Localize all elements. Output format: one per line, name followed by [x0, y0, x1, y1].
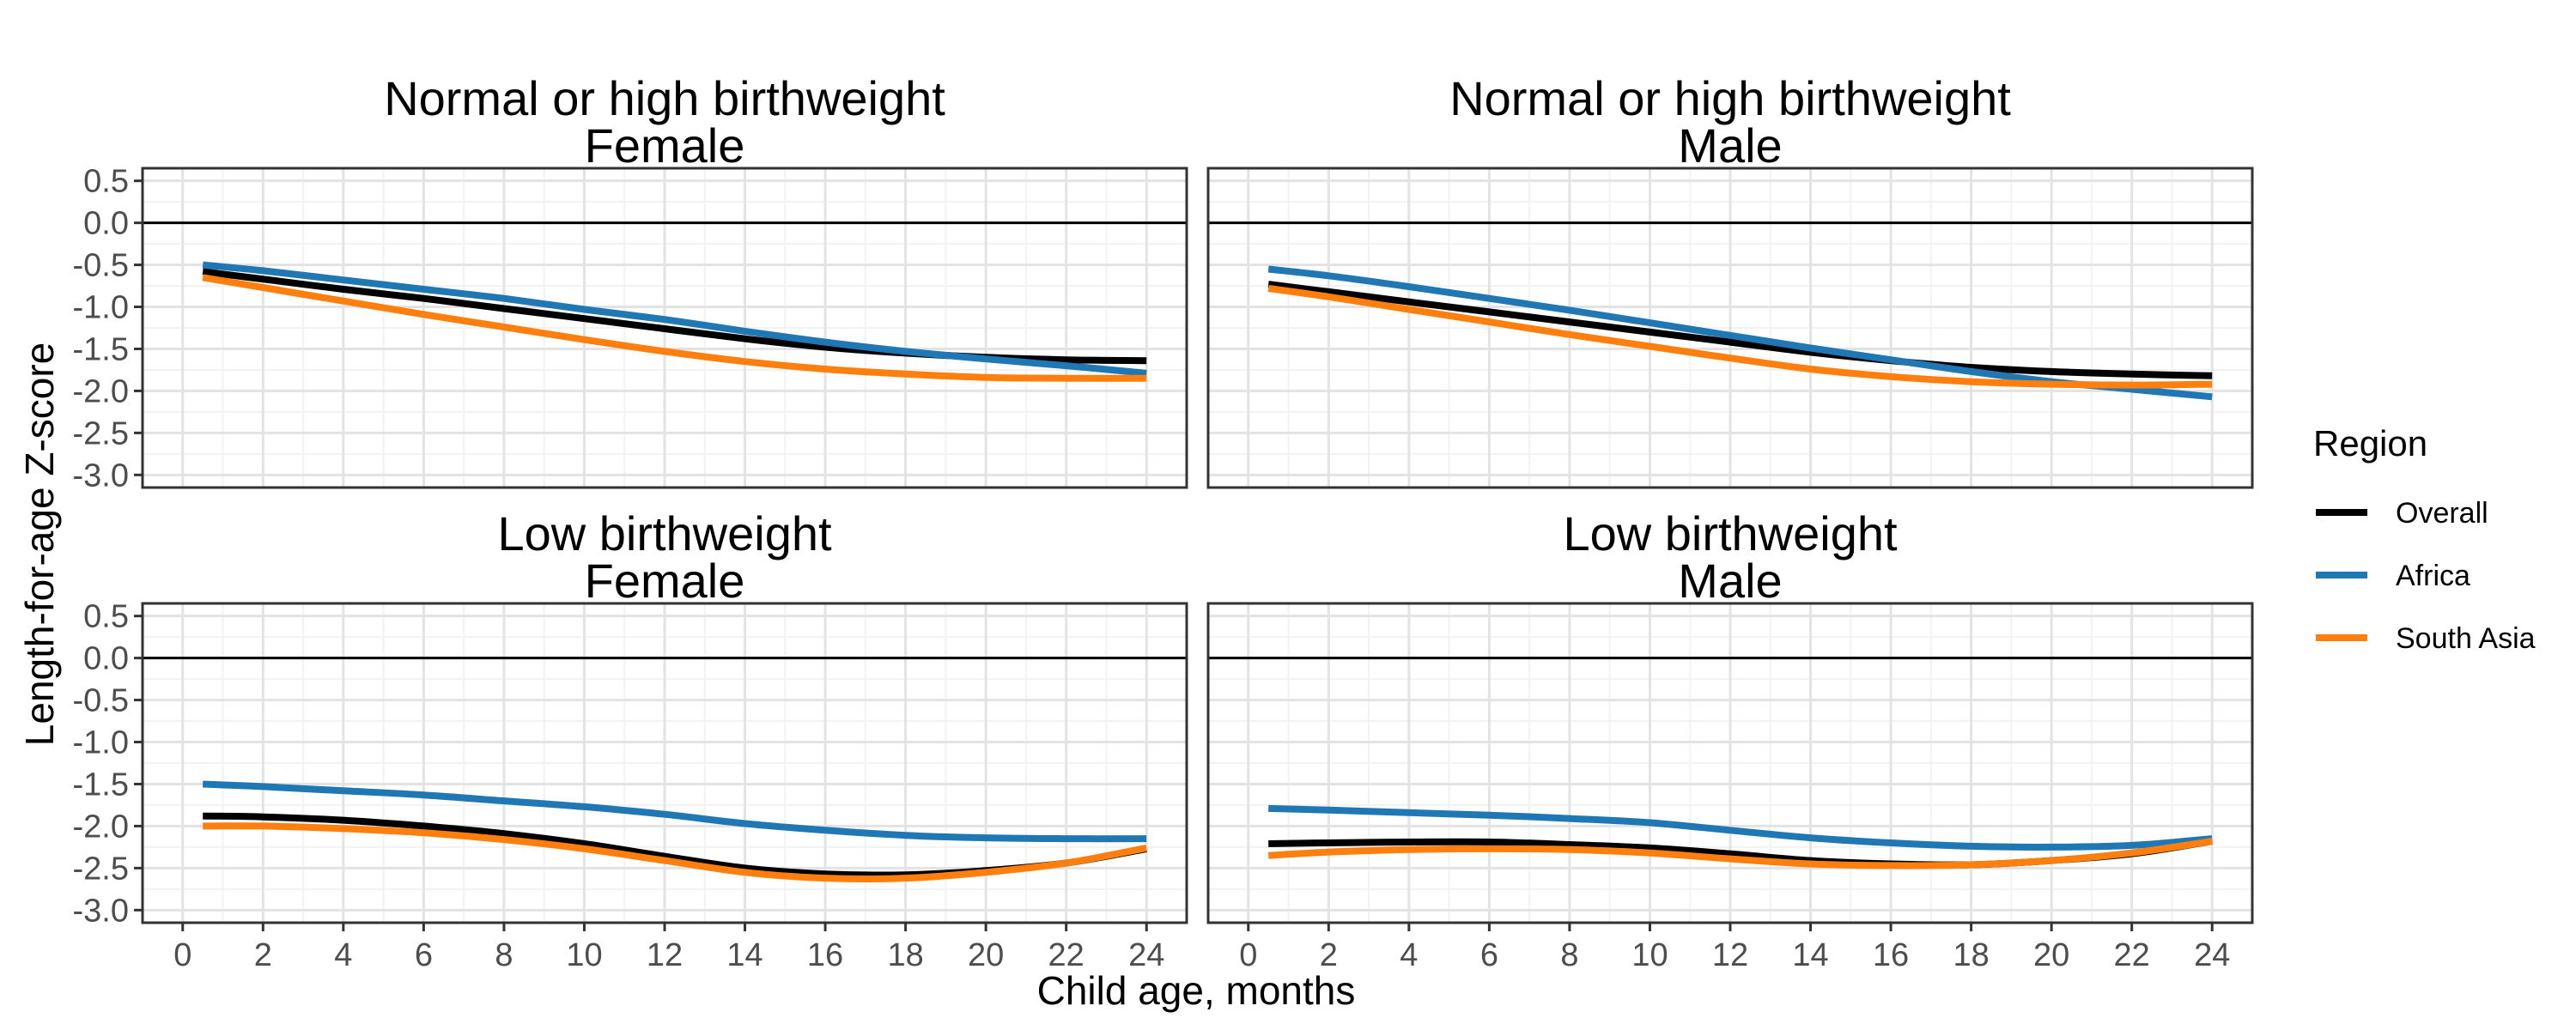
y-tick-label: 0.0	[83, 206, 129, 242]
x-tick-label: 22	[1048, 937, 1084, 973]
y-tick-label: -2.0	[73, 373, 129, 409]
y-tick-label: 0.5	[83, 599, 129, 635]
panel-title-line2: Male	[1678, 118, 1782, 173]
x-tick-label: 18	[887, 937, 923, 973]
x-tick-label: 12	[647, 937, 683, 973]
series-line-africa	[203, 780, 1147, 843]
y-tick-label: 0.5	[83, 164, 129, 200]
panel-title-line2: Female	[585, 554, 745, 608]
series-line-south-asia	[1267, 838, 2213, 869]
x-tick-label: 0	[173, 937, 191, 973]
x-tick-label: 24	[1128, 937, 1164, 973]
x-tick-label: 8	[495, 937, 513, 973]
x-tick-label: 4	[1400, 937, 1418, 973]
x-tick-label: 10	[566, 937, 602, 973]
legend-label-africa: Africa	[2396, 560, 2470, 592]
panel-title-line1: Normal or high birthweight	[384, 71, 945, 125]
x-tick-label: 24	[2194, 937, 2230, 973]
y-tick-label: -3.0	[73, 893, 129, 929]
x-tick-label: 4	[334, 937, 352, 973]
panel-title-line2: Male	[1678, 554, 1782, 608]
x-tick-label: 20	[968, 937, 1004, 973]
y-tick-label: -1.0	[73, 290, 129, 326]
x-tick-label: 2	[254, 937, 272, 973]
x-tick-label: 14	[726, 937, 762, 973]
x-tick-label: 10	[1631, 937, 1668, 973]
y-tick-label: -1.0	[73, 725, 129, 761]
legend: Region Overall Africa South Asia	[2313, 423, 2536, 655]
x-tick-label: 2	[1320, 937, 1338, 973]
x-tick-label: 16	[807, 937, 843, 973]
panel-border	[141, 167, 1188, 489]
y-axis-title: Length-for-age Z-score	[17, 342, 62, 746]
panel-title-line1: Low birthweight	[497, 506, 832, 560]
y-tick-label: -1.5	[73, 331, 129, 367]
y-tick-label: -3.0	[73, 457, 129, 494]
x-tick-label: 18	[1953, 937, 1989, 973]
legend-label-overall: Overall	[2396, 497, 2488, 530]
series-line-south-asia	[202, 274, 1147, 382]
x-axis-title: Child age, months	[1037, 968, 1356, 1013]
x-tick-label: 12	[1712, 937, 1748, 973]
x-tick-label: 16	[1873, 937, 1909, 973]
y-tick-label: -2.0	[73, 809, 129, 845]
y-tick-label: -0.5	[73, 683, 129, 719]
x-tick-label: 20	[2033, 937, 2069, 973]
panel-title-line2: Female	[585, 118, 745, 173]
y-tick-label: 0.0	[83, 641, 129, 677]
x-tick-label: 6	[415, 937, 433, 973]
series-line-africa	[1268, 804, 2213, 851]
panel-border	[1206, 167, 2254, 489]
x-tick-label: 8	[1560, 937, 1578, 973]
x-tick-label: 0	[1239, 937, 1257, 973]
y-tick-label: -2.5	[73, 851, 129, 887]
legend-label-south-asia: South Asia	[2396, 622, 2536, 655]
series-line-africa	[202, 261, 1147, 377]
x-tick-label: 22	[2114, 937, 2150, 973]
y-tick-label: -2.5	[73, 415, 129, 451]
panel-title-line1: Normal or high birthweight	[1449, 71, 2011, 125]
y-tick-label: -1.5	[73, 766, 129, 803]
series-line-overall	[1267, 281, 2213, 379]
legend-title: Region	[2313, 423, 2427, 464]
series-line-south-asia	[1267, 285, 2213, 389]
y-tick-label: -0.5	[73, 248, 129, 284]
x-tick-label: 14	[1792, 937, 1828, 973]
x-tick-label: 6	[1480, 937, 1498, 973]
series-line-south-asia	[203, 822, 1147, 882]
panel-title-line1: Low birthweight	[1563, 506, 1898, 560]
